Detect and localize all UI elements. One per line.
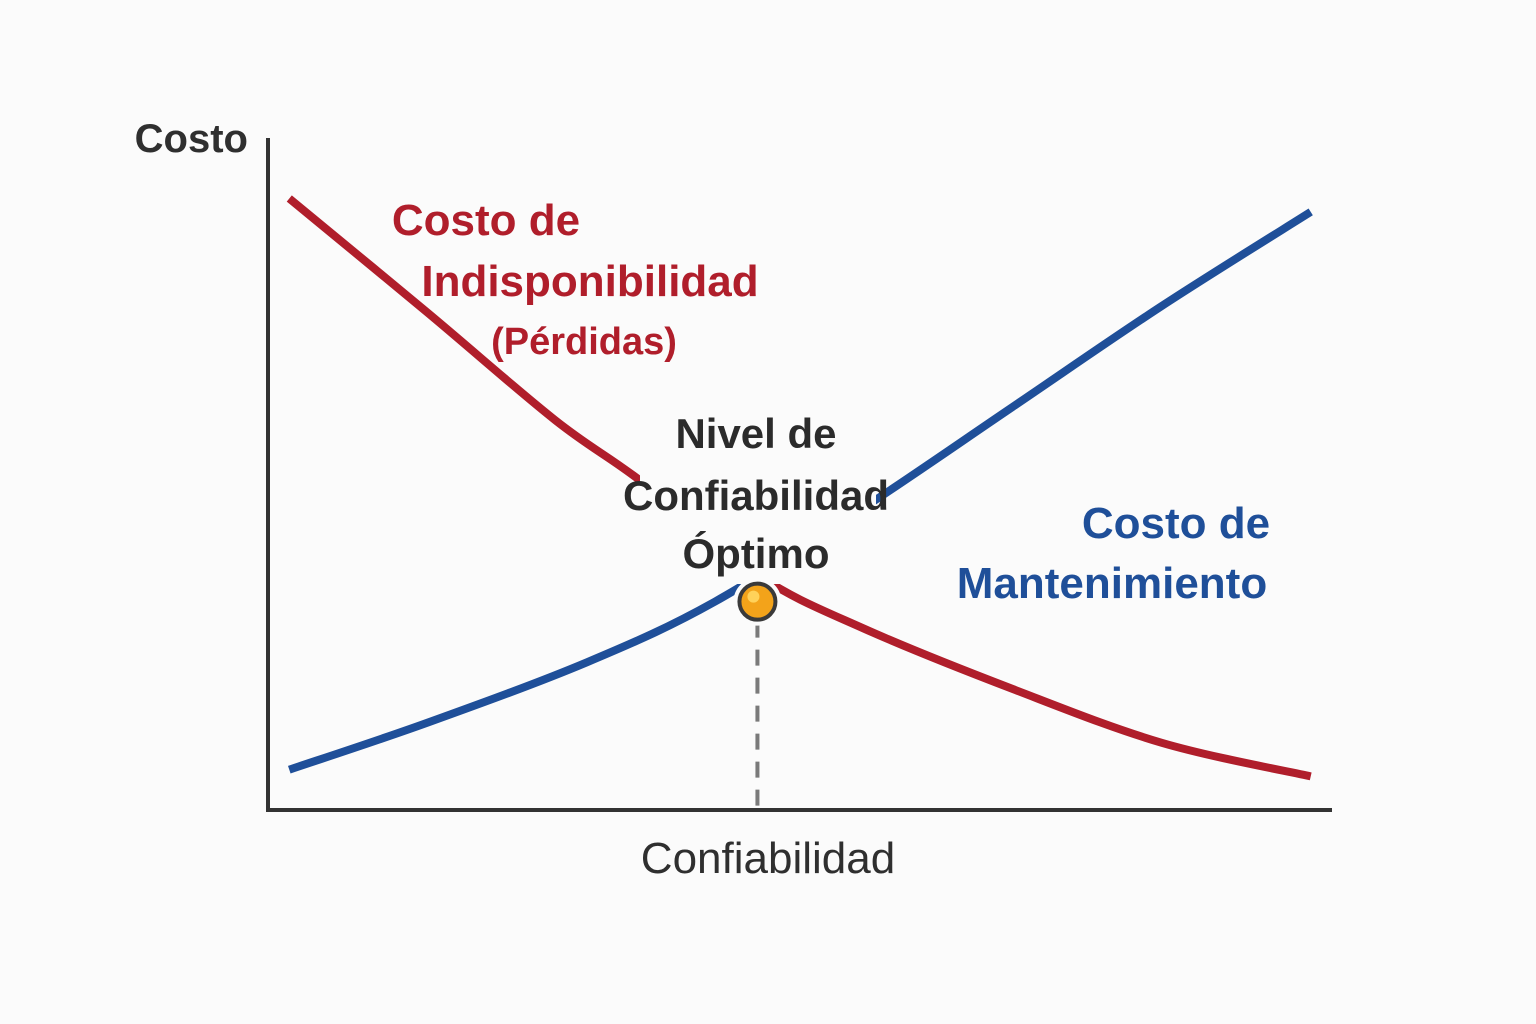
x-axis-title: Confiabilidad xyxy=(641,834,895,883)
series-label-blue-line-1: Costo de xyxy=(1082,499,1270,548)
series-label-red-line-1: Costo de xyxy=(392,196,580,245)
series-label-red-line-3: (Pérdidas) xyxy=(491,321,677,363)
series-label-blue-line-2: Mantenimiento xyxy=(957,559,1267,608)
optimum-marker-highlight xyxy=(747,590,760,603)
series-label-red-line-2: Indisponibilidad xyxy=(421,257,758,306)
series-label-indisponibilidad: Costo de Indisponibilidad (Pérdidas) xyxy=(392,196,759,363)
optimum-label: Nivel de Confiabilidad Óptimo xyxy=(623,410,889,577)
optimum-marker-group xyxy=(733,577,782,810)
series-label-mantenimiento: Costo de Mantenimiento xyxy=(957,499,1270,608)
optimum-label-line-3: Óptimo xyxy=(683,529,830,577)
optimum-label-line-1: Nivel de xyxy=(675,410,836,457)
y-axis-title: Costo xyxy=(135,117,248,161)
optimum-label-mask xyxy=(640,408,876,584)
optimum-label-line-2: Confiabilidad xyxy=(623,472,889,519)
optimum-point-marker xyxy=(737,581,778,622)
